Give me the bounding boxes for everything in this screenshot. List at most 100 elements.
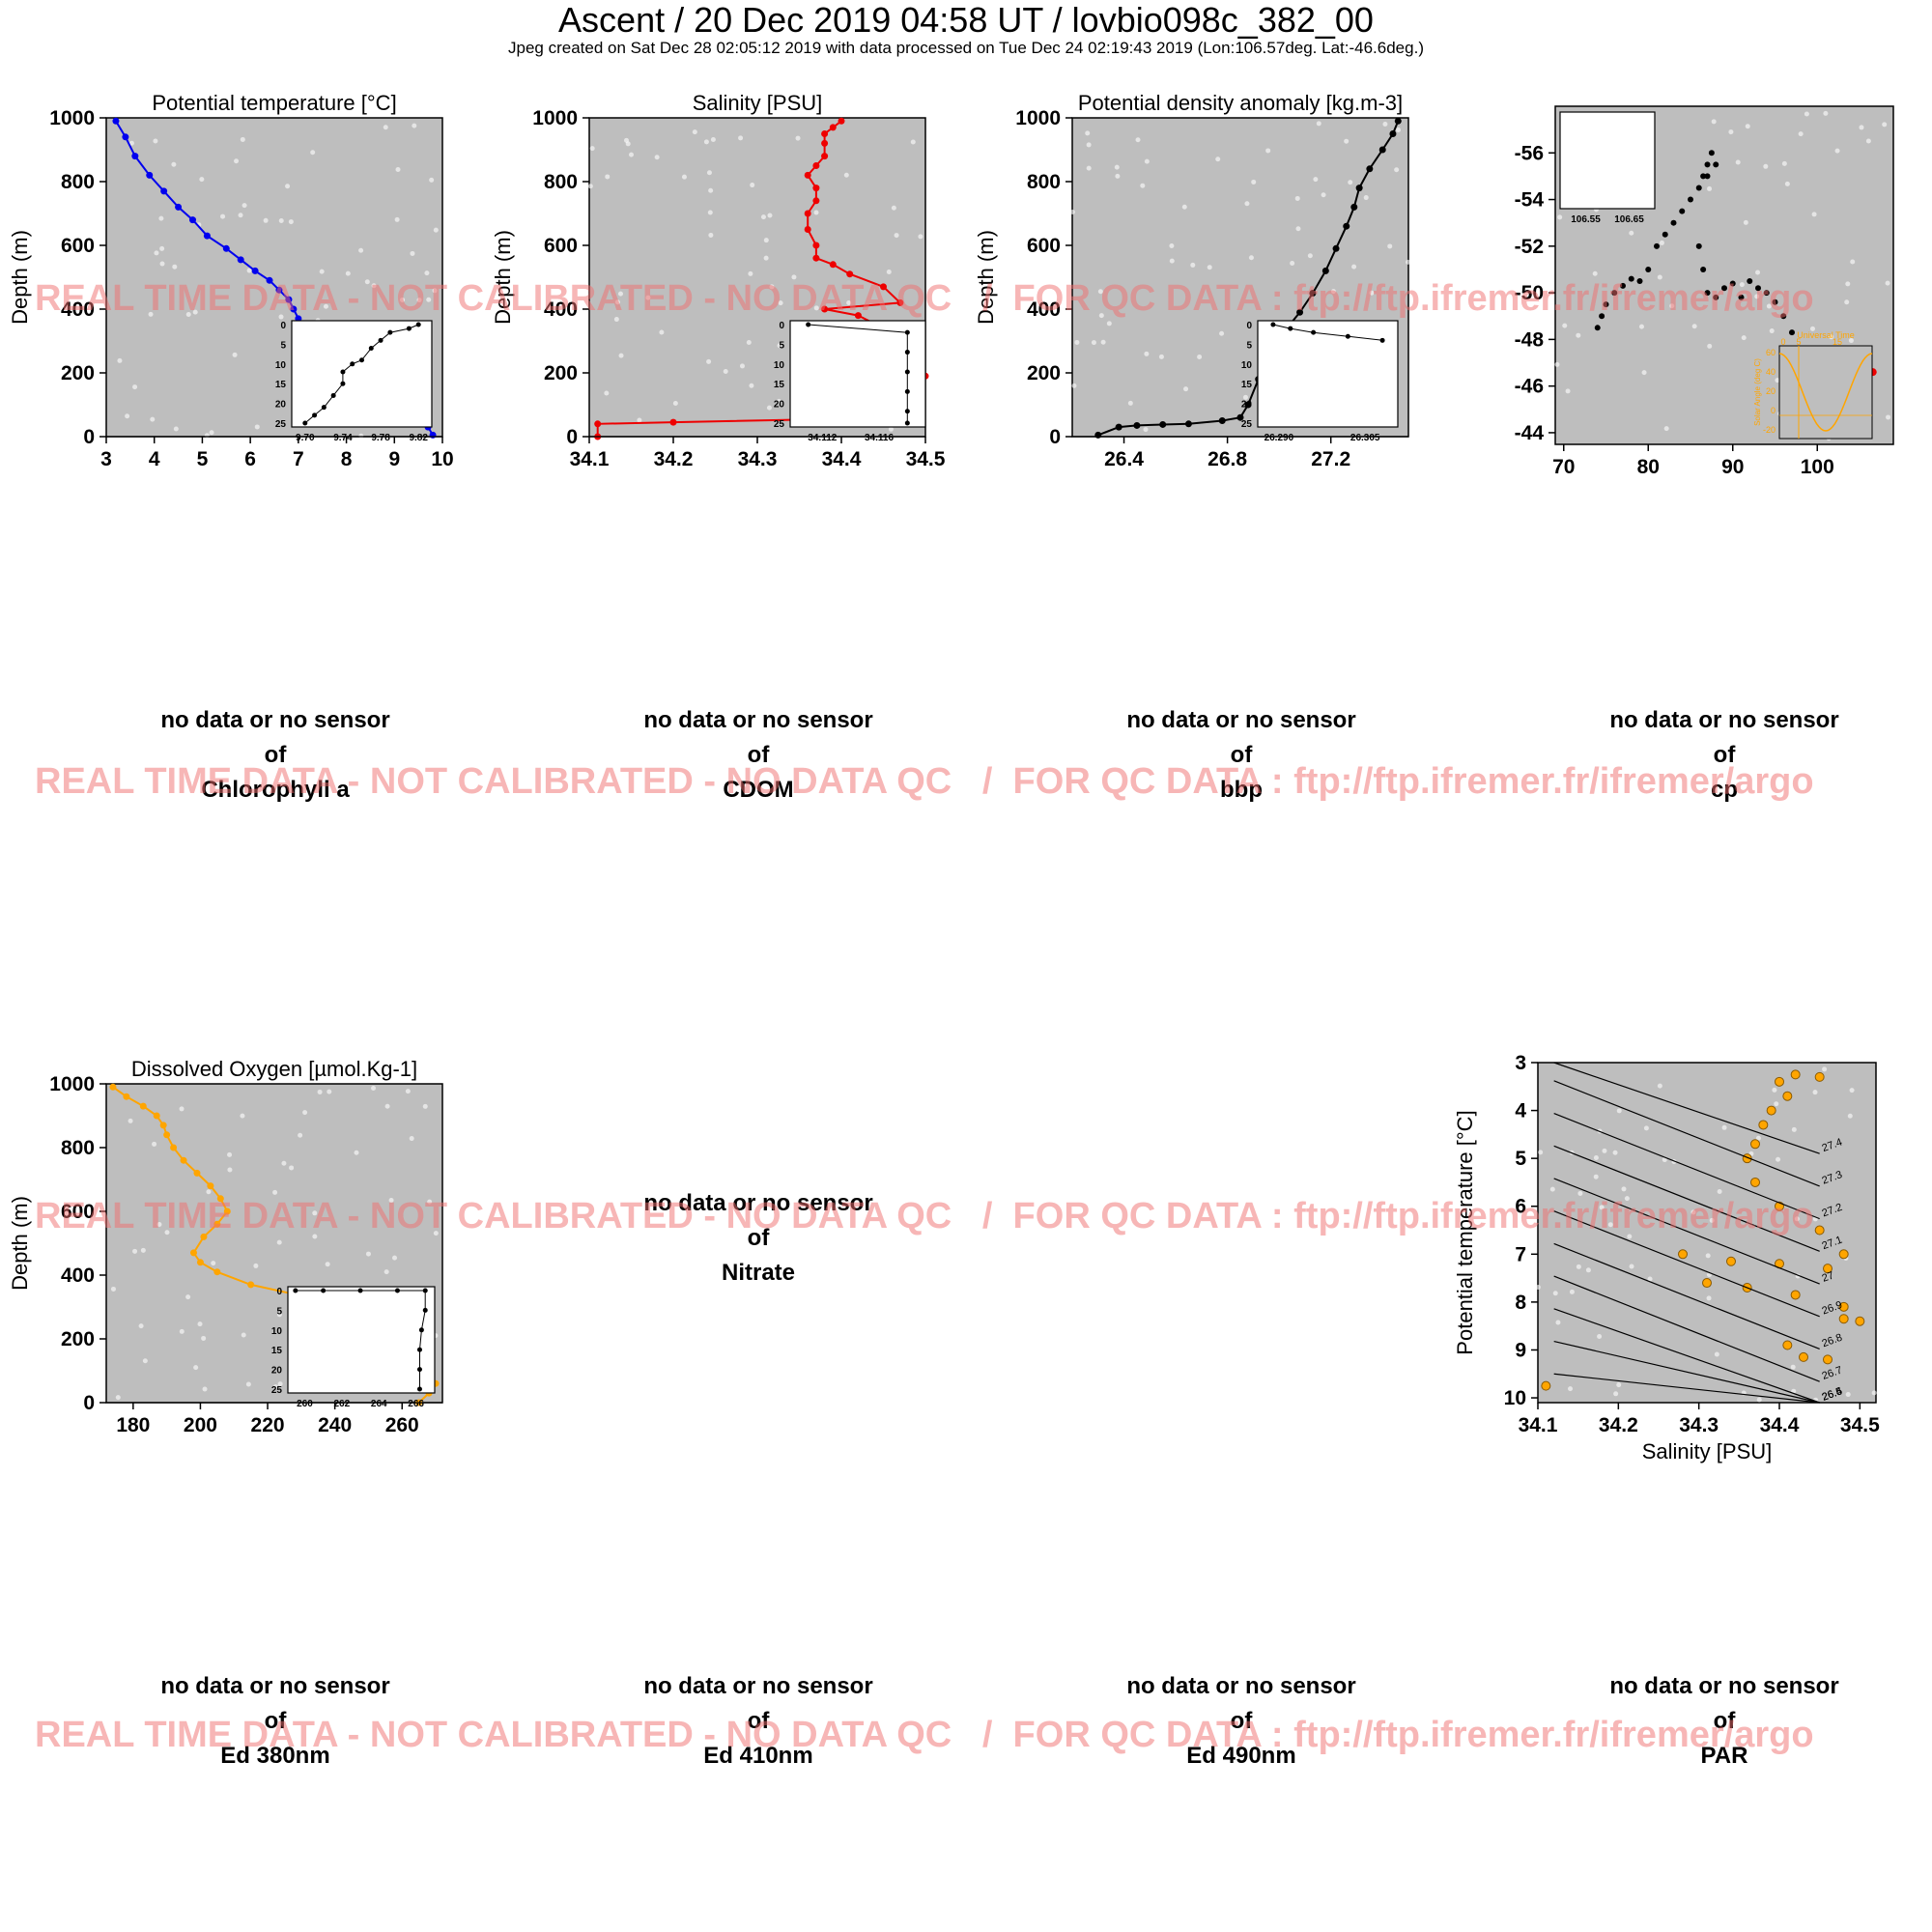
background-speck (1812, 1090, 1818, 1095)
data-point (189, 1249, 197, 1257)
data-point (1236, 413, 1244, 421)
background-speck (220, 213, 226, 219)
inset-y-tick-label: 5 (280, 340, 286, 351)
data-point (1738, 294, 1745, 300)
inset-point (359, 357, 364, 363)
background-speck (358, 247, 364, 253)
background-speck (201, 1335, 207, 1341)
x-tick-label: 200 (184, 1414, 217, 1436)
background-speck (1741, 335, 1747, 341)
inset-y-tick-label: 0 (1246, 321, 1252, 331)
data-point (1159, 420, 1167, 428)
data-point (804, 226, 811, 233)
inset-x-tick-label: 9.78 (371, 433, 390, 443)
background-speck (1316, 121, 1321, 127)
background-speck (1396, 127, 1402, 132)
background-speck (276, 1239, 282, 1245)
data-point (200, 1233, 208, 1240)
inset-x-tick-label: 106.55 (1571, 214, 1601, 225)
inset-point (422, 1288, 428, 1293)
background-speck (1638, 324, 1644, 329)
background-speck (132, 1248, 138, 1254)
no-data-variable: Ed 490nm (1186, 1743, 1296, 1769)
inset-y-tick-label: 5 (1246, 340, 1252, 351)
background-speck (1804, 111, 1809, 117)
background-speck (132, 384, 138, 390)
y-tick-label: 0 (83, 1392, 95, 1414)
background-speck (383, 125, 388, 130)
data-point (1702, 1278, 1712, 1289)
background-speck (193, 1365, 199, 1371)
data-point (1782, 1340, 1793, 1350)
background-speck (1627, 1234, 1633, 1239)
background-speck (1554, 361, 1560, 367)
x-tick-label: 100 (1801, 456, 1834, 478)
background-speck (310, 150, 316, 156)
inset-line (295, 1290, 426, 1389)
background-speck (388, 1198, 394, 1204)
isopycnal-line (1553, 1373, 1820, 1404)
background-speck (614, 299, 620, 305)
background-speck (1811, 212, 1817, 217)
y-tick-label: 0 (566, 426, 578, 448)
sun-inset-ylabel: Solar Angle (deg C) (1753, 358, 1762, 426)
background-speck (813, 210, 819, 215)
background-speck (1766, 303, 1772, 309)
data-point (838, 117, 845, 125)
background-speck (128, 140, 134, 146)
no-data-ed490: no data or no sensor of Ed 490nm (1000, 1669, 1483, 1774)
data-point (159, 1122, 167, 1129)
background-speck (1577, 1190, 1583, 1196)
inset-point (416, 1347, 422, 1352)
inset-y-tick-label: 20 (774, 400, 785, 411)
salinity-chart: Salinity [PSU]Depth (m)34.1 34.2 34.3 34.4 3… (491, 91, 946, 470)
background-speck (156, 1221, 162, 1227)
background-speck (245, 1381, 251, 1387)
background-speck (1183, 386, 1189, 392)
background-speck (432, 288, 438, 294)
x-tick-label: 240 (318, 1414, 352, 1436)
background-speck (242, 203, 247, 209)
y-tick-label: 400 (61, 298, 95, 321)
no-data-variable: bbp (1220, 777, 1263, 803)
background-speck (254, 424, 260, 430)
no-data-prefix: no data or no sensor (1609, 707, 1839, 733)
background-speck (1265, 148, 1271, 154)
background-speck (327, 1089, 332, 1094)
no-data-variable: Nitrate (721, 1260, 796, 1286)
sun-inset-x-tick-label: 15 (1833, 337, 1842, 347)
inset-y-tick-label: 5 (779, 340, 784, 351)
inset-y-tick-label: 15 (1241, 380, 1253, 390)
x-tick-label: 34.3 (1679, 1414, 1719, 1436)
data-point (109, 1083, 117, 1091)
data-point (854, 312, 862, 320)
data-point (1378, 146, 1386, 154)
data-point (1695, 185, 1702, 191)
inset-frame (287, 1286, 436, 1394)
background-speck (1662, 1157, 1667, 1163)
background-speck (325, 1262, 330, 1267)
background-speck (1775, 378, 1780, 384)
no-data-ed410: no data or no sensor of Ed 410nm (517, 1669, 1000, 1774)
sun-inset-frame (1778, 345, 1873, 440)
background-speck (750, 183, 755, 188)
no-data-nitrate: no data or no sensor of Nitrate (517, 1186, 1000, 1291)
chart-title: Dissolved Oxygen [µmol.Kg-1] (131, 1057, 417, 1081)
background-speck (1535, 1285, 1541, 1291)
no-data-prefix: no data or no sensor (160, 1673, 390, 1699)
y-axis-label: Depth (m) (8, 1196, 32, 1291)
y-tick-label: 0 (1049, 426, 1061, 448)
background-speck (285, 184, 291, 189)
sun-inset-x-tick-label: 5 (1796, 337, 1801, 347)
x-tick-label: 5 (197, 448, 209, 470)
no-data-ed380: no data or no sensor of Ed 380nm (34, 1669, 517, 1774)
data-point (1355, 185, 1363, 192)
background-speck (746, 340, 752, 346)
x-tick-label: 70 (1552, 456, 1575, 478)
data-point (1366, 165, 1374, 173)
background-speck (1593, 1154, 1599, 1160)
background-speck (1823, 110, 1829, 116)
inset-point (904, 369, 910, 375)
data-point (1541, 1380, 1551, 1391)
background-speck (1790, 1364, 1796, 1370)
